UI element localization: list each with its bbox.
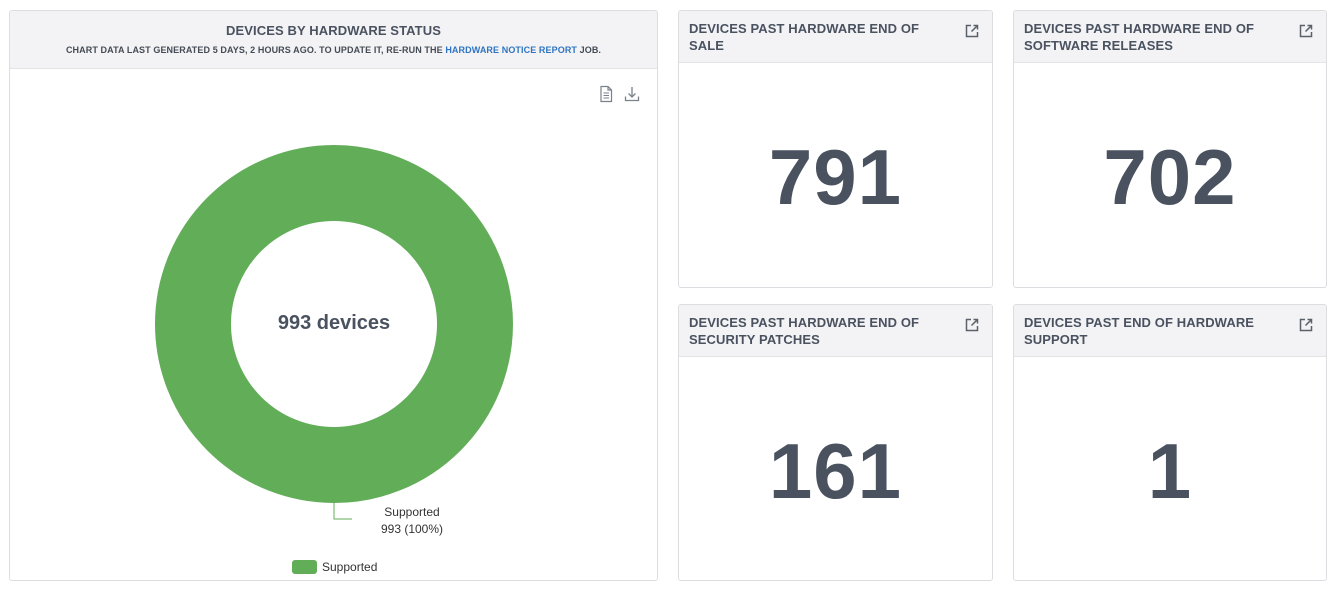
stat-value[interactable]: 1 — [1147, 427, 1193, 515]
stat-panel-header: DEVICES PAST HARDWARE END OF SOFTWARE RE… — [1014, 11, 1326, 63]
external-link-icon[interactable] — [964, 317, 980, 333]
stat-title: DEVICES PAST HARDWARE END OF SALE — [689, 21, 920, 53]
legend-swatch — [292, 560, 317, 574]
stat-panel-end-of-hardware-support: DEVICES PAST END OF HARDWARE SUPPORT 1 — [1013, 304, 1327, 581]
donut-center-label: 993 devices — [277, 312, 391, 334]
external-link-icon[interactable] — [1298, 23, 1314, 39]
chart-subtitle-prefix: CHART DATA LAST GENERATED 5 DAYS, 2 HOUR… — [65, 45, 446, 55]
donut-chart — [155, 145, 513, 520]
stat-panel-header: DEVICES PAST END OF HARDWARE SUPPORT — [1014, 305, 1326, 357]
download-icon[interactable] — [624, 85, 640, 103]
slice-data-label-name: Supported — [384, 505, 440, 519]
slice-data-label-value: 993 (100%) — [380, 522, 444, 536]
chart-title: DEVICES BY HARDWARE STATUS — [226, 23, 441, 38]
donut-slice-supported[interactable] — [155, 145, 513, 503]
stat-value[interactable]: 702 — [1103, 133, 1237, 221]
legend-item-supported[interactable]: Supported — [292, 560, 377, 574]
slice-data-label: Supported 993 (100%) — [362, 504, 462, 538]
stat-panel-end-of-security-patches: DEVICES PAST HARDWARE END OF SECURITY PA… — [678, 304, 993, 581]
legend-label: Supported — [322, 560, 378, 574]
chart-panel-header: DEVICES BY HARDWARE STATUS CHART DATA LA… — [10, 11, 657, 69]
stat-panel-end-of-sale: DEVICES PAST HARDWARE END OF SALE 791 — [678, 10, 993, 288]
stat-value[interactable]: 791 — [768, 133, 903, 221]
stat-value[interactable]: 161 — [768, 427, 903, 515]
hardware-status-chart-panel: DEVICES BY HARDWARE STATUS CHART DATA LA… — [9, 10, 658, 581]
stat-title: DEVICES PAST HARDWARE END OF SECURITY PA… — [689, 315, 920, 347]
stat-panel-header: DEVICES PAST HARDWARE END OF SECURITY PA… — [679, 305, 992, 357]
slice-leader-line — [333, 500, 352, 520]
stat-panel-end-of-software-releases: DEVICES PAST HARDWARE END OF SOFTWARE RE… — [1013, 10, 1327, 288]
document-icon[interactable] — [598, 85, 614, 103]
chart-subtitle-suffix: JOB. — [577, 45, 602, 55]
stat-title: DEVICES PAST END OF HARDWARE SUPPORT — [1024, 315, 1255, 347]
stat-panel-header: DEVICES PAST HARDWARE END OF SALE — [679, 11, 992, 63]
chart-subtitle: CHART DATA LAST GENERATED 5 DAYS, 2 HOUR… — [10, 45, 657, 55]
hardware-notice-report-link[interactable]: HARDWARE NOTICE REPORT — [445, 45, 578, 55]
external-link-icon[interactable] — [964, 23, 980, 39]
external-link-icon[interactable] — [1298, 317, 1314, 333]
stat-title: DEVICES PAST HARDWARE END OF SOFTWARE RE… — [1024, 21, 1255, 53]
